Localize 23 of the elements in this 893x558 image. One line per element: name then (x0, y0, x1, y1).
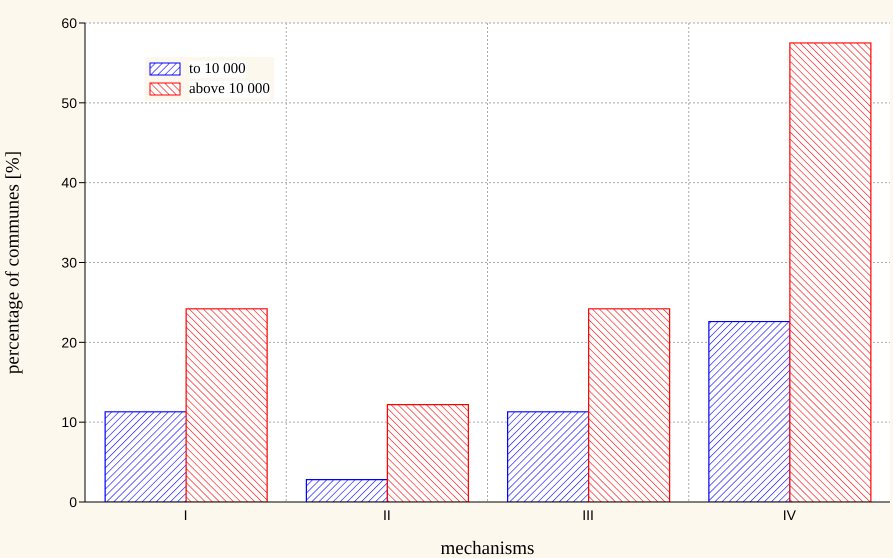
legend-label: above 10 000 (189, 80, 270, 98)
bar (507, 411, 590, 502)
y-tick-label: 20 (61, 334, 78, 350)
legend-label: to 10 000 (189, 60, 246, 78)
y-axis-title: percentage of communes [%] (2, 150, 24, 374)
y-tick-label: 0 (69, 494, 78, 510)
bar (708, 320, 790, 502)
y-tick-label: 60 (61, 14, 78, 31)
bar (386, 404, 469, 502)
y-tick-label: 50 (61, 94, 78, 111)
bar (789, 42, 872, 502)
bar (104, 411, 187, 502)
bar (306, 479, 388, 502)
bar (186, 308, 268, 502)
y-tick-label: 10 (61, 414, 78, 430)
x-tick-label: I (184, 506, 188, 523)
x-tick-label: IV (782, 506, 797, 523)
y-tick-label: 30 (61, 254, 78, 270)
x-axis-title: mechanisms (440, 538, 534, 558)
x-tick-label: II (382, 506, 391, 523)
bar (588, 308, 670, 502)
x-tick-label: III (582, 506, 594, 523)
y-tick-label: 40 (61, 174, 78, 191)
